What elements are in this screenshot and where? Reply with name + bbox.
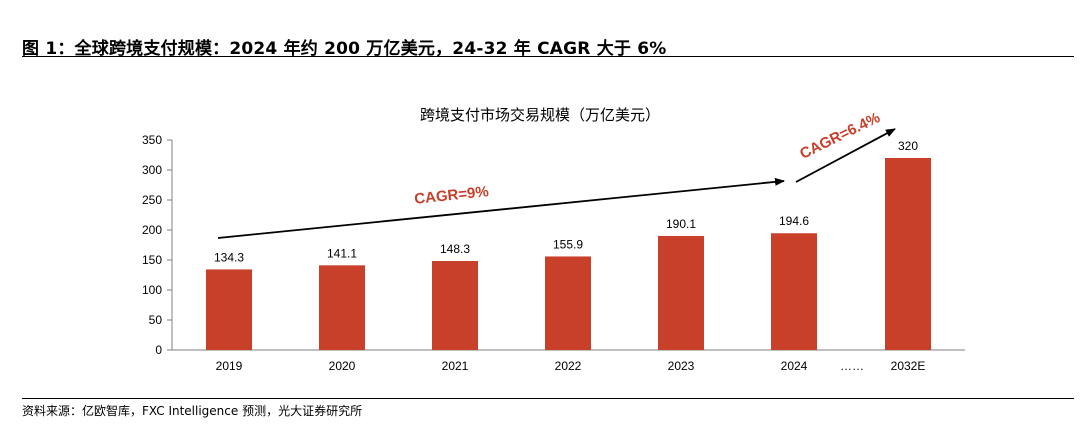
data-labels: 134.3 141.1 148.3 155.9 190.1 194.6 320 bbox=[214, 139, 918, 264]
bar bbox=[319, 265, 365, 350]
y-tick-label: 150 bbox=[142, 253, 162, 267]
gap-marker: …… bbox=[840, 359, 864, 373]
y-tick-label: 0 bbox=[155, 343, 162, 357]
x-tick-label: 2019 bbox=[216, 359, 243, 373]
x-tick-label: 2024 bbox=[781, 359, 808, 373]
y-tick-label: 100 bbox=[142, 283, 162, 297]
data-label: 141.1 bbox=[327, 246, 357, 260]
y-tick-label: 350 bbox=[142, 133, 162, 147]
data-label: 194.6 bbox=[779, 214, 809, 228]
bar bbox=[432, 261, 478, 350]
axes: 0 50 100 150 200 250 300 350 bbox=[142, 133, 965, 357]
x-tick-label: 2020 bbox=[329, 359, 356, 373]
x-tick-labels: 2019 2020 2021 2022 2023 2024 2032E bbox=[216, 359, 926, 373]
bar bbox=[771, 233, 817, 350]
bottom-rule bbox=[22, 398, 1074, 399]
bar bbox=[885, 158, 931, 350]
x-tick-label: 2021 bbox=[442, 359, 469, 373]
bar bbox=[206, 269, 252, 350]
bar bbox=[545, 256, 591, 350]
x-tick-label: 2023 bbox=[668, 359, 695, 373]
top-rule bbox=[22, 56, 1074, 57]
cagr-annotation-2: CAGR=6.4% bbox=[797, 109, 883, 162]
bars bbox=[206, 158, 931, 350]
y-tick-label: 250 bbox=[142, 193, 162, 207]
y-tick-label: 300 bbox=[142, 163, 162, 177]
data-label: 148.3 bbox=[440, 242, 470, 256]
x-tick-label: 2032E bbox=[891, 359, 926, 373]
data-label: 320 bbox=[898, 139, 918, 153]
data-label: 190.1 bbox=[666, 217, 696, 231]
figure-title: 图 1：全球跨境支付规模：2024 年约 200 万亿美元，24-32 年 CA… bbox=[22, 39, 667, 59]
data-label: 134.3 bbox=[214, 250, 244, 264]
cagr-arrow-1 bbox=[217, 177, 785, 239]
x-tick-label: 2022 bbox=[555, 359, 582, 373]
bar bbox=[658, 235, 704, 350]
cagr-annotation-1: CAGR=9% bbox=[414, 183, 490, 208]
y-tick-label: 50 bbox=[149, 313, 163, 327]
cagr-arrow-2 bbox=[795, 128, 896, 183]
data-label: 155.9 bbox=[553, 237, 583, 251]
chart-title: 跨境支付市场交易规模（万亿美元） bbox=[420, 106, 660, 124]
source-note: 资料来源：亿欧智库，FXC Intelligence 预测，光大证券研究所 bbox=[22, 404, 363, 418]
y-tick-label: 200 bbox=[142, 223, 162, 237]
